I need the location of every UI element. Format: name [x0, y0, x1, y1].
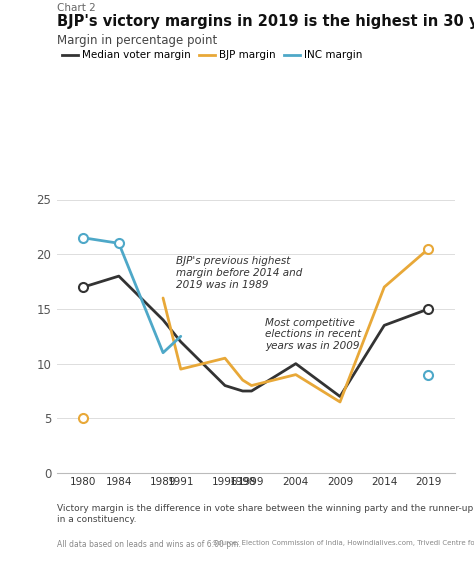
Text: Victory margin is the difference in vote share between the winning party and the: Victory margin is the difference in vote… — [57, 504, 473, 524]
Legend: Median voter margin, BJP margin, INC margin: Median voter margin, BJP margin, INC mar… — [58, 46, 366, 64]
Text: Source: Election Commission of India, Howindialives.com, Trivedi Centre for Poli: Source: Election Commission of India, Ho… — [213, 540, 474, 547]
Text: Margin in percentage point: Margin in percentage point — [57, 34, 217, 47]
Text: Most competitive
elections in recent
years was in 2009: Most competitive elections in recent yea… — [265, 317, 361, 351]
Text: Chart 2: Chart 2 — [57, 3, 96, 13]
Text: BJP's previous highest
margin before 2014 and
2019 was in 1989: BJP's previous highest margin before 201… — [176, 256, 303, 290]
Text: All data based on leads and wins as of 6:00 pm.: All data based on leads and wins as of 6… — [57, 540, 241, 549]
Text: BJP's victory margins in 2019 is the highest in 30 years: BJP's victory margins in 2019 is the hig… — [57, 14, 474, 29]
